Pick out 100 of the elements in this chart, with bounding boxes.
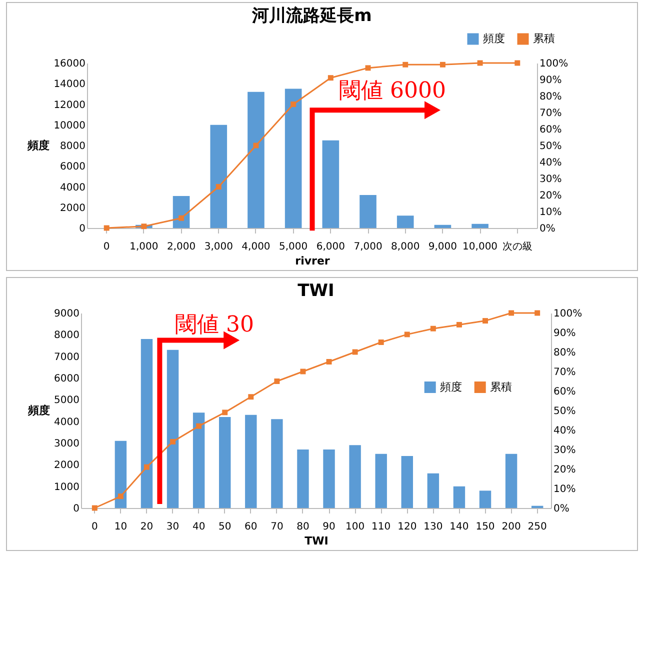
point: [402, 62, 408, 68]
point: [216, 184, 222, 190]
y-tick-label: 8000: [60, 141, 86, 152]
x-tick-label: 3,000: [204, 242, 233, 252]
x-tick-label: 40: [192, 522, 206, 532]
y2-tick-label: 60%: [540, 124, 562, 136]
x-tick-label: 7,000: [354, 242, 382, 252]
bar: [375, 454, 387, 508]
x-tick-label: 30: [166, 522, 180, 532]
chart-title: 河川流路延長m: [251, 6, 372, 26]
x-tick-label: 250: [528, 522, 547, 532]
point: [404, 332, 410, 338]
point: [477, 60, 483, 66]
x-tick-label: 次の級: [502, 242, 532, 252]
y-tick-label: 6000: [60, 162, 86, 173]
bar: [192, 412, 205, 508]
legend-label: 頻度: [440, 380, 462, 394]
point: [430, 326, 436, 332]
y2-tick-label: 80%: [540, 92, 562, 102]
y-tick-label: 6000: [54, 374, 80, 384]
x-tick-label: 0: [103, 242, 110, 252]
y2-tick-label: 100%: [540, 58, 568, 70]
point: [178, 215, 184, 221]
x-axis-title: TWI: [304, 534, 328, 548]
legend-label: 累積: [490, 380, 512, 394]
y2-tick-label: 0%: [540, 224, 556, 234]
y2-tick-label: 70%: [554, 367, 576, 378]
bar: [479, 490, 492, 508]
bar: [140, 339, 153, 508]
y-tick-label: 2000: [60, 202, 86, 214]
x-tick-label: 200: [502, 522, 521, 532]
y-axis-title: 頻度: [26, 139, 50, 152]
point: [222, 410, 228, 416]
bar: [323, 450, 335, 508]
y-tick-label: 4000: [54, 416, 80, 428]
x-tick-label: 10: [114, 522, 128, 532]
y-tick-label: 0: [73, 504, 80, 514]
bar: [401, 456, 413, 508]
x-tick-label: 10,000: [462, 242, 498, 252]
x-tick-label: 1,000: [130, 242, 158, 252]
annotation: 閾値 30: [175, 312, 254, 338]
x-tick-label: 8,000: [391, 242, 420, 252]
bar: [427, 473, 440, 508]
bar: [322, 140, 340, 228]
point: [440, 62, 446, 68]
point: [196, 423, 202, 429]
bar: [166, 350, 179, 508]
x-axis-title: rivrer: [295, 254, 330, 268]
y2-tick-label: 20%: [540, 190, 562, 202]
point: [170, 438, 176, 444]
point: [253, 142, 259, 148]
x-tick-label: 20: [140, 522, 154, 532]
y2-tick-label: 80%: [554, 348, 576, 358]
bar: [284, 88, 302, 228]
point: [300, 368, 306, 374]
y-axis-title: 頻度: [27, 404, 50, 417]
y2-tick-label: 90%: [540, 75, 562, 86]
y-tick-label: 9000: [54, 308, 80, 320]
point: [534, 310, 540, 316]
bar: [297, 450, 309, 508]
y-tick-label: 1000: [54, 482, 80, 493]
x-tick-label: 9,000: [428, 242, 458, 252]
x-tick-label: 130: [424, 522, 443, 532]
x-tick-label: 6,000: [316, 242, 345, 252]
x-tick-label: 2,000: [166, 242, 196, 252]
y2-tick-label: 20%: [554, 464, 576, 476]
bar: [396, 216, 414, 228]
point: [514, 60, 520, 66]
point: [378, 340, 384, 345]
y2-tick-label: 90%: [554, 328, 576, 339]
point: [141, 224, 147, 230]
bar: [172, 196, 190, 228]
y2-tick-label: 50%: [554, 406, 576, 417]
point: [92, 505, 98, 511]
y2-tick-label: 50%: [540, 141, 562, 152]
x-tick-label: 60: [244, 522, 258, 532]
point: [104, 225, 110, 231]
y-tick-label: 14000: [54, 79, 86, 90]
y2-tick-label: 30%: [540, 174, 562, 185]
x-tick-label: 70: [270, 522, 284, 532]
x-tick-label: 150: [476, 522, 495, 532]
y-tick-label: 5000: [54, 395, 80, 406]
bar: [472, 224, 488, 228]
x-tick-label: 100: [346, 522, 365, 532]
point: [326, 359, 332, 364]
y-tick-label: 7000: [54, 352, 80, 363]
point: [365, 65, 371, 71]
legend-label: 頻度: [483, 32, 505, 45]
bar: [210, 124, 228, 228]
y-tick-label: 3000: [54, 438, 80, 450]
point: [328, 75, 334, 81]
y2-tick-label: 30%: [554, 445, 576, 456]
legend-label: 累積: [533, 32, 555, 45]
point: [456, 322, 462, 328]
y-tick-label: 0: [79, 224, 86, 234]
y-tick-label: 12000: [54, 100, 86, 111]
y2-tick-label: 40%: [554, 426, 576, 436]
bar: [271, 419, 283, 508]
x-tick-label: 0: [91, 522, 98, 532]
point: [482, 318, 488, 324]
